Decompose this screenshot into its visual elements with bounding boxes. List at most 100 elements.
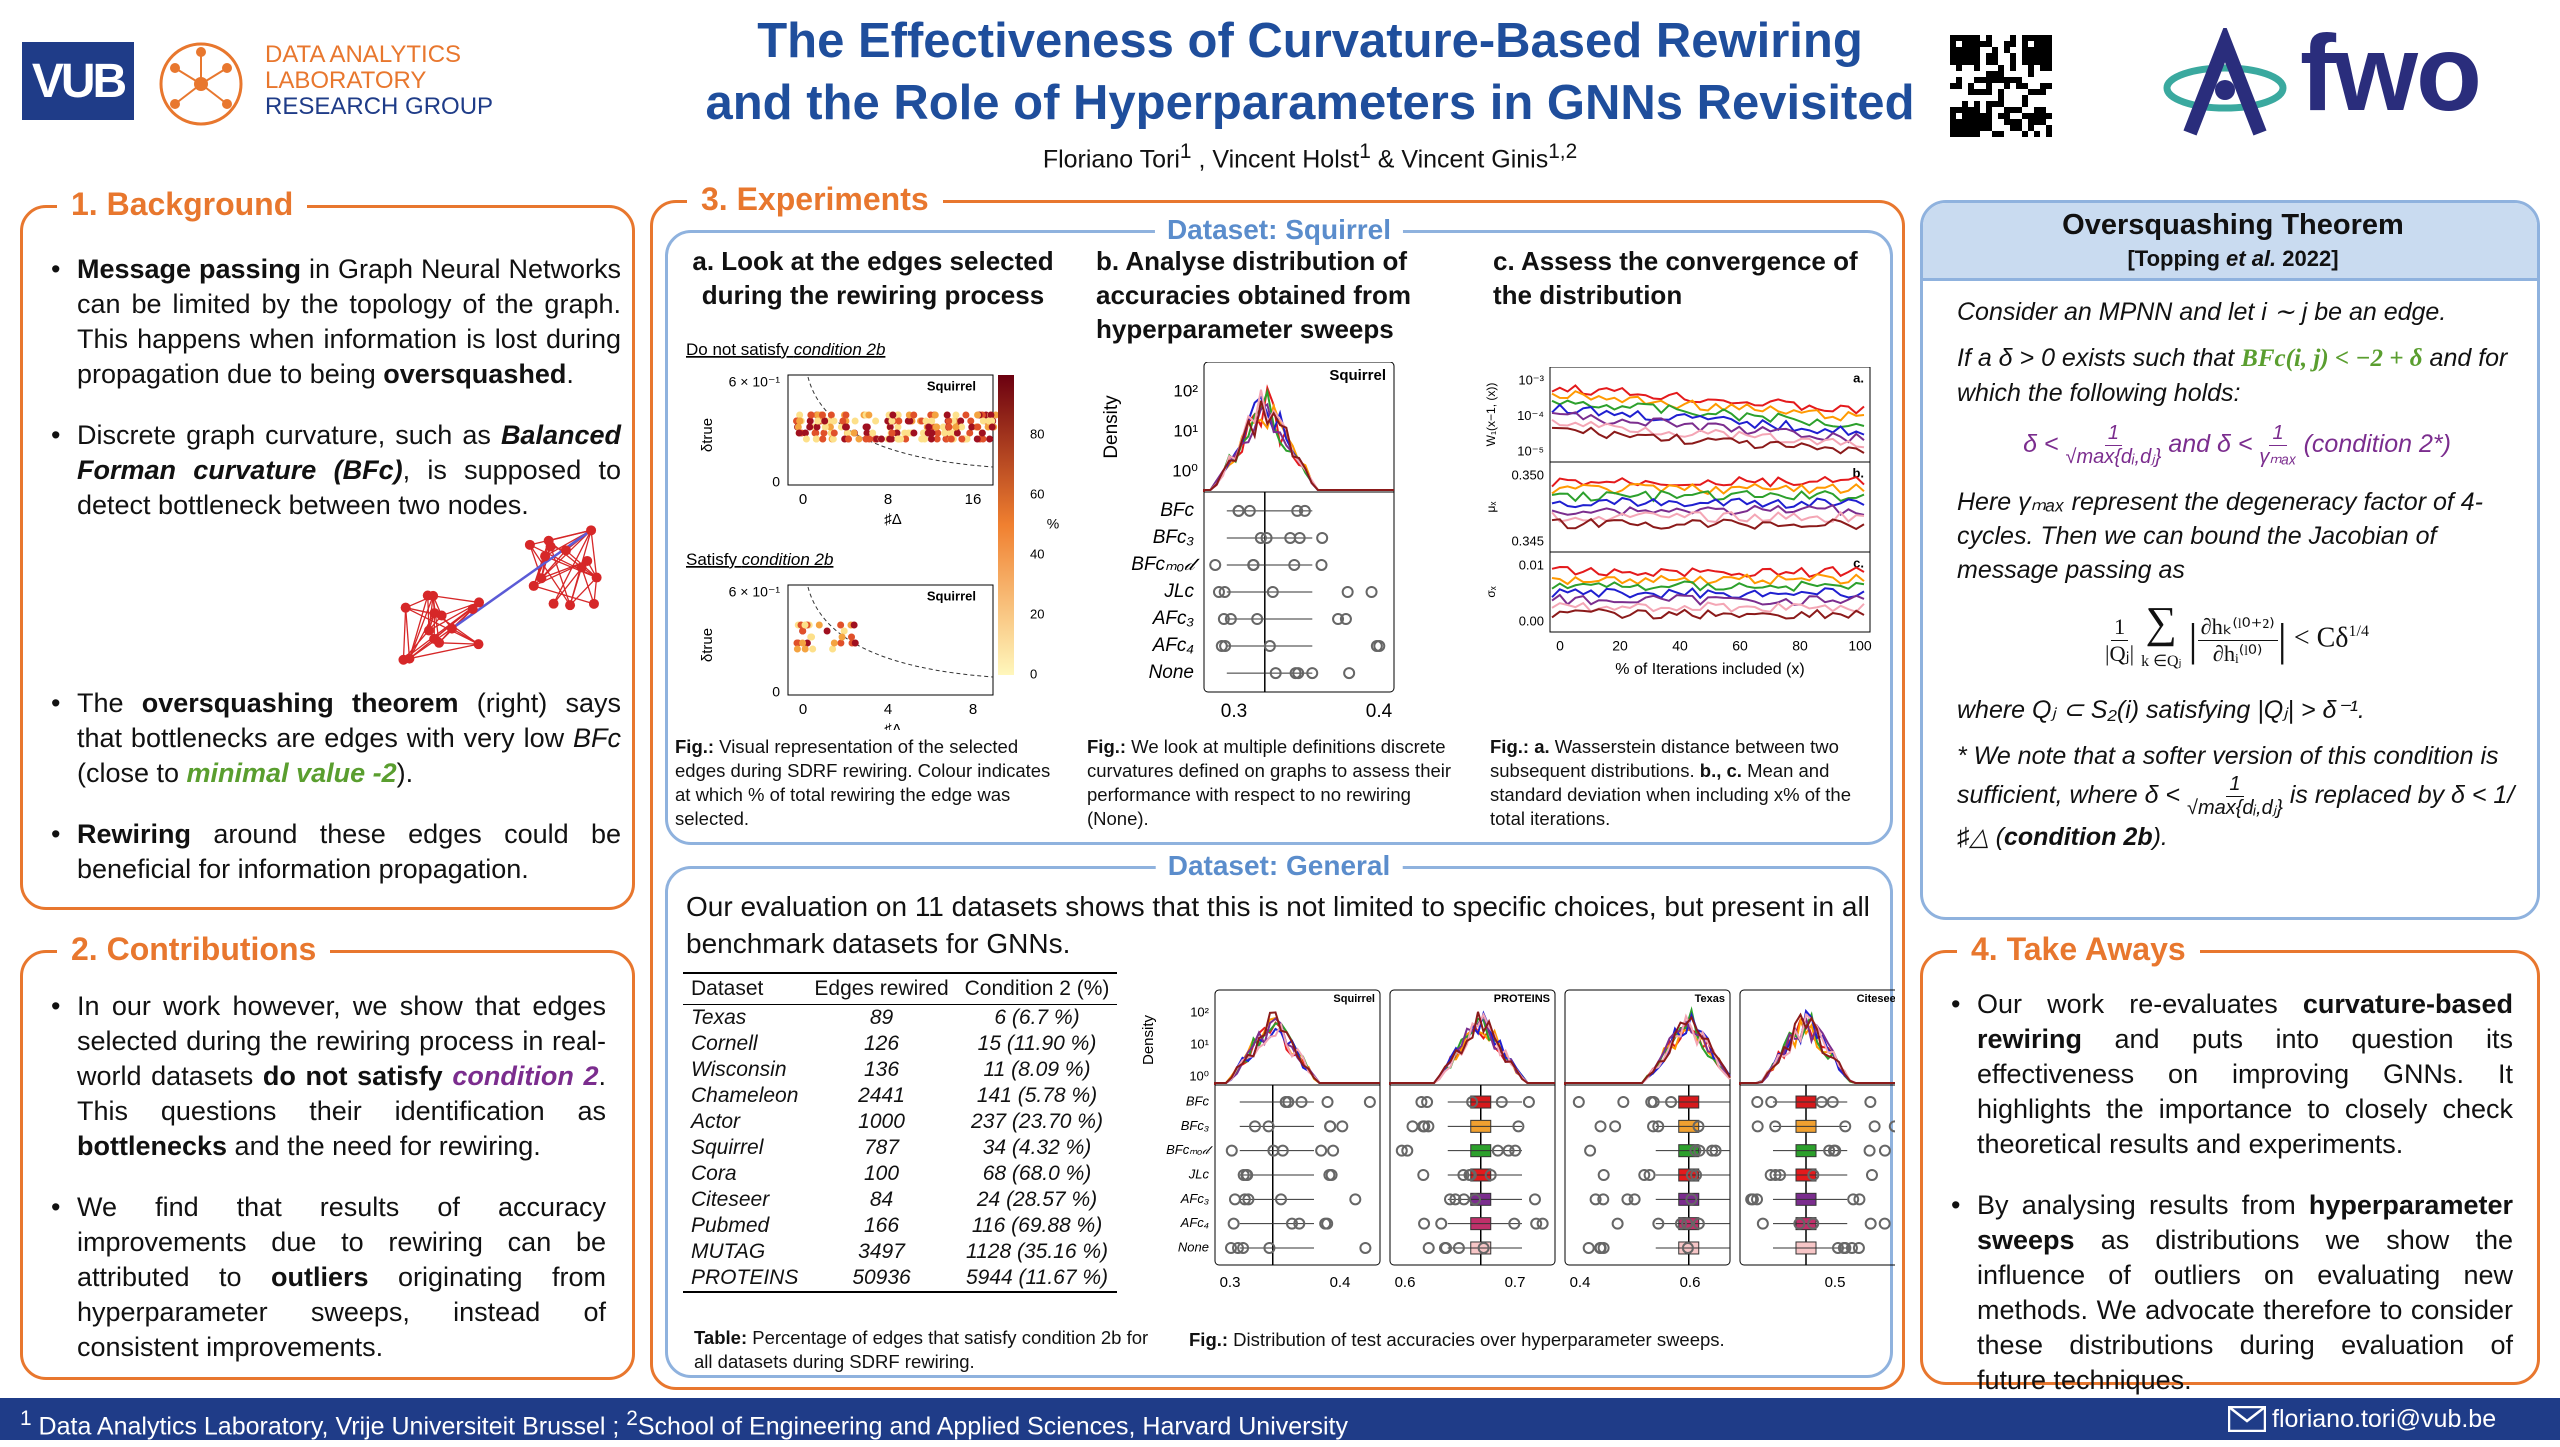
run: condition 2 [452,1061,598,1091]
graph-node [424,626,434,636]
author: Floriano Tori [1043,145,1180,173]
edge-point [855,436,862,443]
qr-cell [2040,53,2046,59]
outlier [1317,560,1327,570]
edge-point [989,424,996,431]
qr-cell [1992,77,1998,83]
qr-cell [2034,47,2040,53]
outlier [1752,1097,1762,1107]
graph-illustration [383,508,623,708]
qr-cell [1950,47,1956,53]
outlier [1365,1097,1375,1107]
qr-cell [2034,131,2040,137]
edge-point [820,430,827,437]
graph-node [586,525,596,535]
run: do not satisfy [263,1061,452,1091]
table-cell: 166 [806,1213,956,1239]
theorem-note: * We note that a softer version of this … [1957,739,2517,854]
label: Squirrel [1333,993,1375,1005]
qr-cell [2010,65,2016,71]
qr-cell [2046,53,2052,59]
qr-cell [2028,89,2034,95]
label: 10² [1173,381,1198,400]
title: The Effectiveness of Curvature-Based Rew… [560,10,2060,134]
qr-cell [1998,101,2004,107]
edge-point [952,424,959,431]
qr-cell [2046,65,2052,71]
label: 20 [1612,638,1628,654]
label: None [1149,662,1194,683]
qr-cell [1968,119,1974,125]
label: 0.345 [1511,533,1544,548]
qr-cell [1980,89,1986,95]
table-cell: Wisconsin [683,1057,806,1083]
run: 1 [20,1407,32,1430]
label: 60 [1030,486,1044,501]
edge-point [906,418,913,425]
qr-cell [2028,119,2034,125]
qr-cell [1968,47,1974,53]
run: Our work re-evaluates [1977,989,2303,1019]
qr-cell [1956,125,1962,131]
outlier [1596,1121,1606,1131]
run: b., c. [1700,760,1742,781]
mail-icon [2228,1406,2266,1432]
footer: 1 Data Analytics Laboratory, Vrije Unive… [0,1398,2560,1440]
edge-point [988,418,995,425]
table-cell: 787 [806,1135,956,1161]
edge-point [799,628,806,635]
qr-cell [2010,107,2016,113]
title-line: The Effectiveness of Curvature-Based Rew… [560,10,2060,72]
theorem-cite: [Topping et al. 2022] [1923,246,2540,272]
outlier [1753,1121,1763,1131]
run: 1/4 [2349,623,2369,640]
qr-cell [1998,131,2004,137]
outlier [1854,1194,1864,1204]
outlier [1424,1243,1434,1253]
label: ♯Δ [884,511,902,528]
table-cell: Texas [683,1005,806,1032]
label: BFc₃ [1153,527,1195,548]
qr-cell [1962,59,1968,65]
label: 10⁰ [1172,461,1198,480]
label: 6 × 10⁻¹ [729,584,781,600]
qr-cell [1974,77,1980,83]
edge-point [925,430,932,437]
bullet-list: The oversquashing theorem (right) says t… [41,686,621,913]
outlier [1350,1194,1360,1204]
edge-point [816,622,823,629]
edge-point [845,436,852,443]
qr-cell [1986,83,1992,89]
table-cell: Actor [683,1109,806,1135]
table-cell: Chameleon [683,1083,806,1109]
lab-name: DATA ANALYTICS LABORATORY RESEARCH GROUP [265,42,493,120]
series-line [1552,609,1864,618]
qr-cell [2040,59,2046,65]
outlier [1530,1194,1540,1204]
qr-cell [2028,53,2034,59]
qr-cell [1950,59,1956,65]
outlier [1867,1170,1877,1180]
qr-cell [2034,107,2040,113]
qr-cell [1956,65,1962,71]
graph-node [544,536,554,546]
label: 0.3 [1221,701,1247,722]
qr-cell [1962,119,1968,125]
takeaways-section: 4. Take Aways Our work re-evaluates curv… [1920,950,2540,1385]
qr-cell [1992,53,1998,59]
qr-cell [1974,107,1980,113]
qr-cell [2016,83,2022,89]
outlier [1599,1170,1609,1180]
theorem-box: Oversquashing Theorem [Topping et al. 20… [1920,200,2540,920]
run: < Cδ [2294,622,2349,653]
run: BFc(i, j) < −2 + δ [2241,345,2422,372]
qr-cell [1986,119,1992,125]
qr-cell [1974,113,1980,119]
affil-mark: 1 [1180,140,1192,163]
